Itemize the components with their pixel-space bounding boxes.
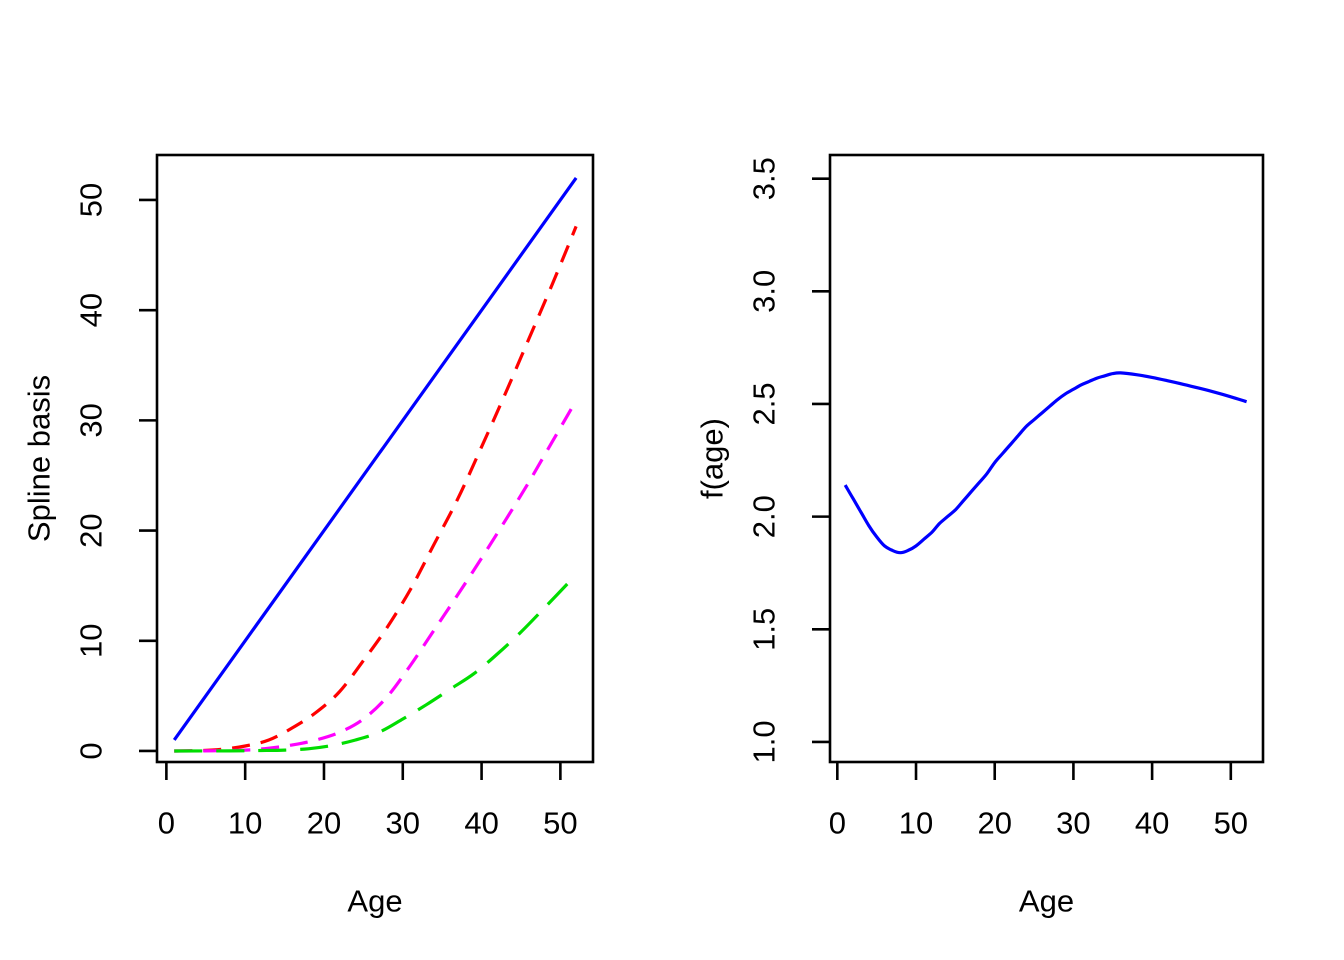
x-axis-title: Age <box>347 884 402 919</box>
y-tick-label: 2.0 <box>747 495 782 538</box>
y-tick-label: 1.0 <box>747 720 782 763</box>
x-tick-label: 20 <box>977 806 1011 841</box>
y-tick-label: 3.0 <box>747 270 782 313</box>
series-line-basis-1-linear <box>172 176 578 741</box>
y-tick-label: 10 <box>74 624 109 658</box>
y-axis-title: f(age) <box>695 418 730 499</box>
y-tick-label: 1.5 <box>747 608 782 651</box>
series-line-fitted-spline-f-age <box>843 371 1248 555</box>
x-tick-label: 10 <box>899 806 933 841</box>
x-tick-label: 0 <box>829 806 846 841</box>
plot-box <box>828 153 1265 764</box>
y-axis-title: Spline basis <box>22 375 57 542</box>
x-tick-label: 30 <box>1056 806 1090 841</box>
x-tick-label: 40 <box>464 806 498 841</box>
x-tick-label: 30 <box>386 806 420 841</box>
y-tick-label: 3.5 <box>747 157 782 200</box>
x-axis-title: Age <box>1019 884 1074 919</box>
y-tick-label: 20 <box>74 513 109 547</box>
right-plot-svg: 0 10 20 30 40 50 1.0 1.5 2.0 2.5 3.0 3.5 Age f(age) <box>695 153 1265 919</box>
y-tick-label: 30 <box>74 403 109 437</box>
series-line-basis-3-cubic <box>174 399 578 753</box>
y-tick-label: 40 <box>74 293 109 327</box>
x-tick-label: 40 <box>1135 806 1169 841</box>
y-tick-label: 0 <box>74 742 109 759</box>
right-panel-fitted-function: 0 10 20 30 40 50 1.0 1.5 2.0 2.5 3.0 3.5 Age f(age) <box>672 0 1344 960</box>
y-tick-label: 2.5 <box>747 382 782 425</box>
x-tick-label: 20 <box>307 806 341 841</box>
left-plot-svg: 0 10 20 30 40 50 0 10 20 30 40 50 Age Spline basis <box>22 153 595 919</box>
y-tick-label: 50 <box>74 183 109 217</box>
x-tick-label: 50 <box>543 806 577 841</box>
x-tick-label: 50 <box>1214 806 1248 841</box>
left-panel-spline-basis: 0 10 20 30 40 50 0 10 20 30 40 50 Age Spline basis <box>22 153 595 919</box>
series-line-basis-2-cubic <box>174 225 578 753</box>
x-tick-label: 10 <box>228 806 262 841</box>
x-tick-label: 0 <box>158 806 175 841</box>
plot-box <box>155 153 595 764</box>
series-line-basis-4-cubic <box>174 573 578 753</box>
